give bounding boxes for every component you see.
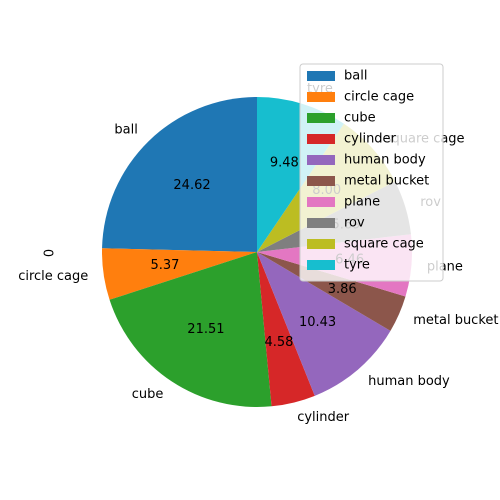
pct-label-metal-bucket: 3.86 [328,282,357,297]
legend-label-square-cage: square cage [344,237,424,252]
pct-label-tyre: 9.48 [270,156,299,171]
pie-slice-ball [102,97,257,252]
pie-slice-human-body [257,252,391,396]
pie-slice-cylinder [257,252,315,407]
legend-swatch-tyre [307,260,335,270]
pct-label-ball: 24.62 [173,178,210,193]
legend-label-metal-bucket: metal bucket [344,174,429,189]
legend-label-circle-cage: circle cage [344,90,414,105]
legend-frame [299,63,444,282]
legend-swatch-circle-cage [307,92,335,102]
pct-label-cylinder: 4.58 [264,335,293,350]
pie-slice-cube [109,252,272,408]
pct-label-cube: 21.51 [187,322,224,337]
legend-swatch-metal-bucket [307,176,335,186]
pie-slice-metal-bucket [257,252,406,331]
legend-label-ball: ball [344,69,367,84]
pct-label-circle-cage: 5.37 [150,258,179,273]
legend-swatch-ball [307,71,335,81]
legend-swatch-square-cage [307,239,335,249]
y-axis-label: 0 [43,249,58,257]
slice-label-cylinder: cylinder [297,410,350,425]
legend-swatch-cube [307,113,335,123]
legend-label-tyre: tyre [344,258,370,273]
legend-label-cylinder: cylinder [344,132,397,147]
legend-label-human-body: human body [344,153,426,168]
slice-label-ball: ball [114,123,137,138]
slice-label-cube: cube [132,387,164,402]
legend-swatch-rov [307,218,335,228]
legend-label-plane: plane [344,195,380,210]
legend-swatch-plane [307,197,335,207]
pie-slice-circle-cage [102,248,258,300]
slice-label-circle-cage: circle cage [18,269,88,284]
pct-label-human-body: 10.43 [299,315,336,330]
legend: ball circle cage cube cylinder human body met… [299,63,444,282]
legend-swatch-cylinder [307,134,335,144]
slice-label-metal-bucket: metal bucket [413,313,498,328]
legend-label-rov: rov [344,216,365,231]
legend-label-cube: cube [344,111,376,126]
legend-swatch-human-body [307,155,335,165]
slice-label-human-body: human body [368,374,450,389]
